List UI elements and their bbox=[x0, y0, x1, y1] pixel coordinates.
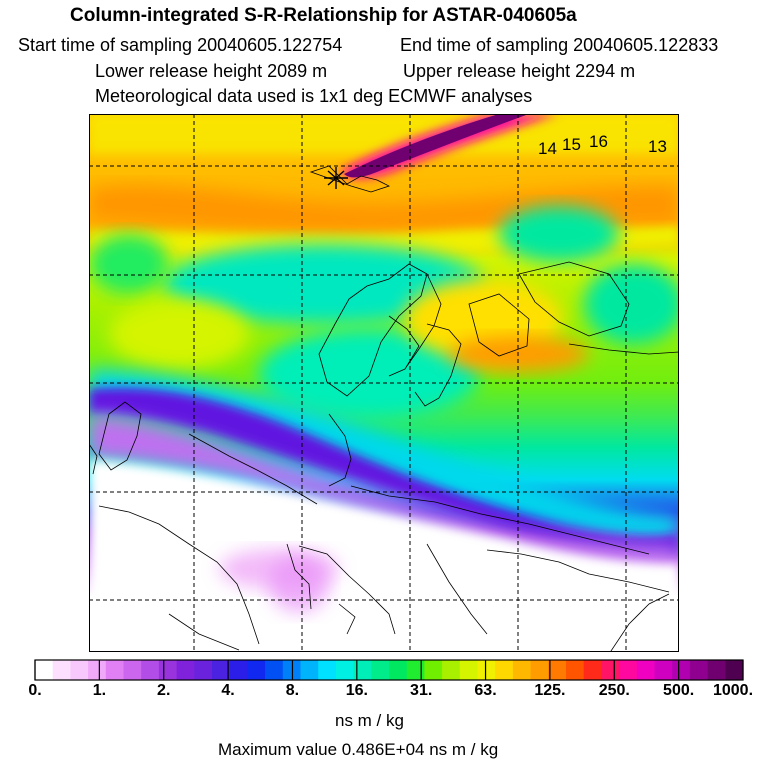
color-scale-tick-label: 16. bbox=[345, 682, 368, 699]
graticule bbox=[89, 114, 679, 652]
color-swatch bbox=[442, 660, 461, 680]
color-scale-tick-label: 2. bbox=[157, 682, 171, 699]
color-swatch bbox=[548, 660, 567, 680]
color-scale-tick-label: 250. bbox=[598, 682, 630, 699]
day-label-13: 13 bbox=[648, 137, 667, 156]
color-swatch bbox=[105, 660, 124, 680]
color-swatch bbox=[512, 660, 532, 680]
met-data-text: Meteorological data used is 1x1 deg ECMW… bbox=[95, 86, 533, 106]
color-swatch bbox=[654, 660, 673, 680]
color-swatch bbox=[247, 660, 266, 680]
coastlines bbox=[89, 165, 679, 652]
field-layer bbox=[89, 114, 679, 652]
color-swatch bbox=[318, 660, 337, 680]
color-scale-tick-label: 1. bbox=[92, 682, 107, 699]
color-swatch bbox=[725, 660, 744, 680]
color-swatch bbox=[636, 660, 655, 680]
color-swatch bbox=[619, 660, 638, 680]
color-swatch bbox=[353, 660, 372, 680]
color-swatch bbox=[389, 660, 408, 680]
release-point-icon bbox=[324, 167, 348, 189]
units-label: ns m / kg bbox=[335, 711, 404, 730]
end-time-text: End time of sampling 20040605.122833 bbox=[400, 35, 719, 55]
color-swatch bbox=[477, 660, 496, 680]
color-swatch bbox=[88, 660, 107, 680]
start-time-text: Start time of sampling 20040605.122754 bbox=[18, 35, 343, 55]
color-swatch bbox=[672, 660, 691, 680]
color-swatch bbox=[123, 660, 142, 680]
day-label-14: 14 bbox=[538, 139, 557, 158]
day-label-15: 15 bbox=[562, 135, 581, 154]
color-swatch bbox=[566, 660, 585, 680]
lower-release-text: Lower release height 2089 m bbox=[95, 61, 328, 81]
color-swatch bbox=[583, 660, 602, 680]
color-swatch bbox=[371, 660, 390, 680]
color-swatch bbox=[424, 660, 443, 680]
color-swatch bbox=[70, 660, 89, 680]
color-swatch bbox=[495, 660, 514, 680]
chart-title: Column-integrated S-R-Relationship for A… bbox=[70, 5, 577, 26]
color-scale-tick-label: 31. bbox=[410, 682, 433, 699]
day-label-16: 16 bbox=[589, 132, 608, 151]
color-swatch bbox=[229, 660, 248, 680]
color-swatch bbox=[530, 660, 549, 680]
color-swatch bbox=[176, 660, 195, 680]
upper-release-text: Upper release height 2294 m bbox=[403, 61, 636, 81]
color-swatch bbox=[194, 660, 213, 680]
color-swatch bbox=[300, 660, 319, 680]
color-scale-tick-label: 63. bbox=[474, 682, 497, 699]
color-scale-tick-label: 0. bbox=[28, 682, 42, 699]
day-labels: 14 15 16 13 bbox=[538, 132, 667, 158]
color-scale-tick-label: 500. bbox=[663, 682, 695, 699]
color-swatch bbox=[459, 660, 478, 680]
color-scale-tick-label: 125. bbox=[534, 682, 566, 699]
color-swatch bbox=[265, 660, 284, 680]
color-swatch bbox=[35, 660, 54, 680]
color-swatch bbox=[689, 660, 709, 680]
color-scale-tick-label: 1000. bbox=[712, 682, 754, 699]
color-swatch bbox=[707, 660, 726, 680]
color-swatch bbox=[158, 660, 178, 680]
color-swatch bbox=[141, 660, 160, 680]
color-swatch bbox=[406, 660, 425, 680]
color-scale-bar bbox=[34, 659, 744, 681]
color-scale-tick-label: 8. bbox=[285, 682, 300, 699]
color-bar-border bbox=[34, 659, 744, 681]
max-value-text: Maximum value 0.486E+04 ns m / kg bbox=[218, 740, 499, 759]
map-border bbox=[89, 114, 679, 652]
color-swatch bbox=[212, 660, 231, 680]
color-scale-tick-label: 4. bbox=[221, 682, 235, 699]
color-swatch bbox=[52, 660, 71, 680]
color-swatch bbox=[335, 660, 355, 680]
sensitivity-map: 14 15 16 13 bbox=[89, 114, 679, 652]
color-swatch bbox=[601, 660, 620, 680]
